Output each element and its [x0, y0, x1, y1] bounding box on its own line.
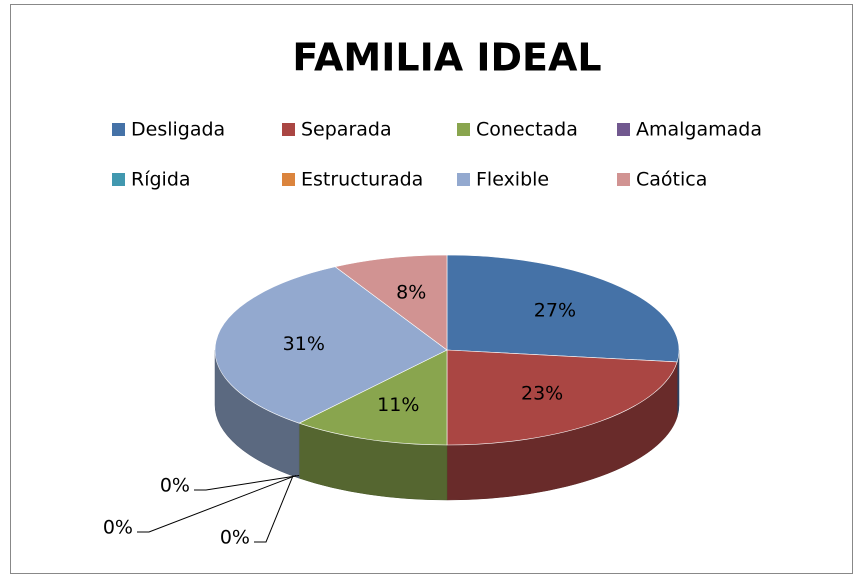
- legend-swatch: [457, 123, 470, 136]
- pie-slice: [446, 254, 680, 363]
- data-label: 27%: [534, 300, 576, 322]
- data-label: 11%: [377, 394, 419, 416]
- legend: Desligada Separada Conectada Amalgamada Rígi…: [112, 119, 762, 191]
- pie-slice: [214, 266, 448, 424]
- data-label: 0%: [220, 527, 250, 549]
- leader-line: [137, 474, 297, 533]
- leader-line: [254, 475, 294, 543]
- legend-swatch: [282, 173, 295, 186]
- legend-label: Estructurada: [301, 169, 423, 191]
- pie-sides: [214, 349, 680, 501]
- pie-slice: [446, 349, 678, 446]
- legend-label: Conectada: [476, 119, 578, 141]
- leader-line: [194, 474, 300, 491]
- data-label: 8%: [396, 281, 426, 303]
- legend-swatch: [617, 123, 630, 136]
- legend-label: Desligada: [131, 119, 225, 141]
- legend-swatch: [617, 173, 630, 186]
- data-label: 23%: [521, 383, 563, 405]
- data-label: 0%: [160, 475, 190, 497]
- pie-slice: [298, 349, 448, 446]
- legend-swatch: [457, 173, 470, 186]
- data-label: 0%: [103, 517, 133, 539]
- legend-label: Caótica: [636, 169, 707, 191]
- data-labels: 27% 23% 11% 31% 8% 0% 0% 0%: [103, 281, 576, 548]
- legend-label: Separada: [301, 119, 392, 141]
- legend-swatch: [112, 173, 125, 186]
- legend-swatch: [282, 123, 295, 136]
- chart-title: FAMILIA IDEAL: [292, 36, 601, 80]
- data-label: 31%: [283, 333, 325, 355]
- legend-label: Flexible: [476, 169, 549, 191]
- legend-swatch: [112, 123, 125, 136]
- legend-label: Amalgamada: [636, 119, 762, 141]
- pie-tops: [214, 254, 680, 446]
- legend-label: Rígida: [131, 169, 191, 191]
- pie-slice: [334, 254, 448, 351]
